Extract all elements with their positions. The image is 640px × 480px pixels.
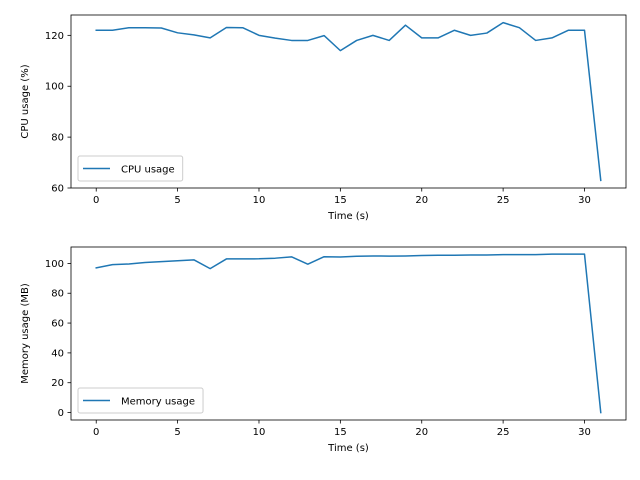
memory-y-tick-label: 20 bbox=[51, 378, 64, 389]
memory-y-axis-label: Memory usage (MB) bbox=[20, 283, 31, 384]
cpu-usage-plot: 0 5 10 15 20 25 30 60 80 100 120 Time (s) CPU usa… bbox=[20, 14, 627, 222]
cpu-legend: CPU usage bbox=[77, 155, 184, 182]
memory-legend-label: Memory usage bbox=[121, 397, 195, 408]
memory-legend: Memory usage bbox=[77, 387, 204, 414]
memory-axes-frame bbox=[70, 246, 627, 421]
memory-y-tick-label: 80 bbox=[51, 289, 64, 300]
cpu-y-tick-label: 60 bbox=[51, 184, 64, 195]
memory-x-tick-label: 10 bbox=[253, 427, 266, 438]
memory-y-tick-label: 0 bbox=[58, 408, 64, 419]
cpu-x-axis-label: Time (s) bbox=[327, 211, 369, 222]
memory-y-tick-label: 100 bbox=[45, 259, 64, 270]
cpu-y-tick-label: 100 bbox=[45, 82, 64, 93]
cpu-legend-label: CPU usage bbox=[121, 165, 175, 176]
memory-x-tick-label: 30 bbox=[578, 427, 591, 438]
memory-x-tick-label: 20 bbox=[415, 427, 428, 438]
memory-x-tick-label: 0 bbox=[93, 427, 99, 438]
cpu-x-tick-label: 5 bbox=[174, 195, 180, 206]
cpu-x-tick-label: 15 bbox=[334, 195, 347, 206]
cpu-x-tick-label: 25 bbox=[497, 195, 510, 206]
memory-x-ticks: 0 5 10 15 20 25 30 bbox=[93, 420, 591, 438]
memory-legend-box bbox=[77, 387, 204, 414]
cpu-legend-box bbox=[77, 155, 184, 182]
cpu-axes-frame bbox=[70, 14, 627, 189]
cpu-x-ticks: 0 5 10 15 20 25 30 bbox=[93, 188, 591, 206]
cpu-usage-series-group bbox=[95, 21, 602, 182]
cpu-x-tick-label: 30 bbox=[578, 195, 591, 206]
cpu-x-tick-label: 10 bbox=[253, 195, 266, 206]
memory-x-axis-label: Time (s) bbox=[327, 443, 369, 454]
cpu-x-tick-label: 20 bbox=[415, 195, 428, 206]
cpu-y-ticks: 60 80 100 120 bbox=[45, 31, 71, 195]
cpu-series-line-0 bbox=[95, 21, 602, 182]
memory-x-tick-label: 25 bbox=[497, 427, 510, 438]
memory-x-tick-label: 15 bbox=[334, 427, 347, 438]
cpu-y-axis-label: CPU usage (%) bbox=[20, 64, 31, 138]
memory-y-tick-label: 60 bbox=[51, 319, 64, 330]
memory-x-tick-label: 5 bbox=[174, 427, 180, 438]
cpu-y-tick-label: 120 bbox=[45, 31, 64, 42]
memory-y-ticks: 0 20 40 60 80 100 bbox=[45, 259, 71, 419]
cpu-y-tick-label: 80 bbox=[51, 133, 64, 144]
memory-usage-series-group bbox=[95, 253, 602, 414]
cpu-x-tick-label: 0 bbox=[93, 195, 99, 206]
memory-y-tick-label: 40 bbox=[51, 348, 64, 359]
memory-series-line-0 bbox=[95, 253, 602, 414]
memory-usage-plot: 0 5 10 15 20 25 30 0 20 40 60 80 100 Time (s) Memor… bbox=[20, 246, 627, 454]
